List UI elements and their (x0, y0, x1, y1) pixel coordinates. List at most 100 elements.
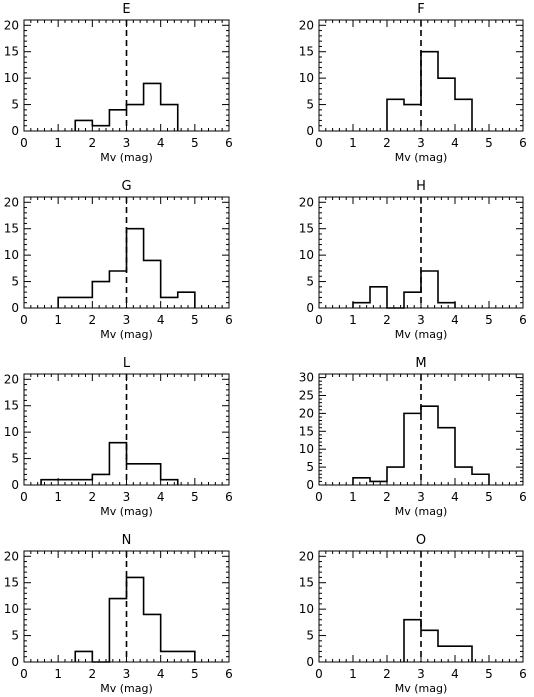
x-tick-label: 2 (89, 313, 97, 327)
x-tick-label: 5 (191, 490, 199, 504)
x-tick-label: 1 (349, 313, 357, 327)
panel-f: 0 1 2 3 4 5 6 0 5 10 15 20 F Mv (mag) (299, 2, 527, 164)
panel-title: H (416, 179, 426, 194)
y-tick-label: 15 (4, 399, 19, 413)
histogram-outline (40, 441, 179, 485)
x-tick-label: 0 (20, 136, 28, 150)
y-tick-label: 15 (299, 576, 314, 590)
y-tick-label: 10 (299, 248, 314, 262)
y-tick-label: 5 (306, 98, 314, 112)
histogram-outline (74, 82, 179, 131)
x-tick-label: 2 (89, 667, 97, 681)
x-tick-label: 2 (89, 136, 97, 150)
y-tick-label: 5 (11, 452, 19, 466)
y-tick-label: 5 (11, 629, 19, 643)
histogram-outline (386, 50, 473, 131)
y-tick-label: 0 (306, 301, 314, 315)
panel-o: 0 1 2 3 4 5 6 0 5 10 15 20 O Mv (mag) (299, 533, 527, 695)
y-tick-label: 5 (11, 275, 19, 289)
histogram-outline (74, 576, 196, 663)
panel-title: M (415, 356, 426, 371)
y-tick-label: 0 (306, 655, 314, 669)
x-axis-label: Mv (mag) (395, 151, 448, 164)
x-tick-label: 3 (417, 313, 425, 327)
y-tick-label: 25 (299, 388, 314, 402)
x-tick-label: 0 (20, 667, 28, 681)
x-tick-label: 3 (123, 667, 131, 681)
x-tick-label: 3 (417, 490, 425, 504)
x-tick-label: 3 (123, 136, 131, 150)
panel-title: L (123, 356, 131, 371)
panel-l: 0 1 2 3 4 5 6 0 5 10 15 20 L Mv (mag) (4, 356, 233, 518)
x-tick-label: 6 (225, 490, 233, 504)
x-tick-label: 0 (315, 313, 323, 327)
x-tick-label: 3 (417, 136, 425, 150)
y-tick-label: 0 (11, 124, 19, 138)
x-tick-label: 6 (519, 136, 527, 150)
histogram-outline (403, 618, 473, 662)
y-tick-label: 30 (299, 371, 314, 385)
y-tick-label: 10 (4, 248, 19, 262)
x-tick-label: 6 (225, 667, 233, 681)
x-tick-label: 5 (191, 136, 199, 150)
panel-h: 0 1 2 3 4 5 6 0 5 10 15 20 H Mv (mag) (299, 179, 527, 341)
y-tick-label: 0 (11, 478, 19, 492)
x-tick-label: 4 (451, 490, 459, 504)
x-tick-label: 0 (20, 313, 28, 327)
y-tick-label: 0 (306, 124, 314, 138)
x-tick-label: 6 (225, 136, 233, 150)
panel-m: 0 1 2 3 4 5 6 0 5 10 15 20 25 30 M Mv (mag) (299, 356, 527, 518)
y-tick-label: 15 (299, 424, 314, 438)
x-tick-label: 1 (54, 136, 62, 150)
x-tick-label: 0 (315, 136, 323, 150)
x-axis-label: Mv (mag) (100, 505, 153, 518)
x-tick-label: 4 (451, 136, 459, 150)
y-tick-label: 0 (306, 478, 314, 492)
y-tick-label: 10 (299, 602, 314, 616)
x-tick-label: 0 (20, 490, 28, 504)
x-tick-label: 0 (315, 490, 323, 504)
x-tick-label: 5 (485, 313, 493, 327)
y-tick-label: 20 (299, 406, 314, 420)
panel-title: O (416, 533, 426, 548)
y-tick-label: 5 (306, 629, 314, 643)
x-tick-label: 5 (485, 136, 493, 150)
x-tick-label: 2 (89, 490, 97, 504)
x-tick-label: 5 (485, 490, 493, 504)
histogram-outline (352, 270, 456, 309)
x-tick-label: 6 (519, 667, 527, 681)
y-tick-label: 15 (299, 45, 314, 59)
x-tick-label: 1 (349, 667, 357, 681)
y-tick-label: 15 (4, 222, 19, 236)
y-tick-label: 5 (11, 98, 19, 112)
y-tick-label: 20 (4, 18, 19, 32)
x-tick-label: 4 (157, 313, 165, 327)
y-tick-label: 20 (299, 549, 314, 563)
y-tick-label: 10 (4, 71, 19, 85)
x-tick-label: 1 (54, 667, 62, 681)
x-tick-label: 2 (383, 490, 391, 504)
panel-title: G (121, 179, 131, 194)
x-tick-label: 5 (191, 313, 199, 327)
x-tick-label: 3 (123, 490, 131, 504)
panel-g: 0 1 2 3 4 5 6 0 5 10 15 20 G Mv (mag) (4, 179, 233, 341)
x-tick-label: 6 (225, 313, 233, 327)
y-tick-label: 10 (299, 71, 314, 85)
y-tick-label: 20 (4, 372, 19, 386)
y-tick-label: 10 (299, 442, 314, 456)
x-tick-label: 4 (157, 667, 165, 681)
y-tick-label: 20 (299, 195, 314, 209)
x-axis-label: Mv (mag) (395, 505, 448, 518)
y-tick-label: 5 (306, 460, 314, 474)
x-tick-label: 1 (349, 136, 357, 150)
x-axis-label: Mv (mag) (395, 682, 448, 695)
x-tick-label: 2 (383, 667, 391, 681)
x-tick-label: 4 (157, 136, 165, 150)
x-tick-label: 2 (383, 136, 391, 150)
y-tick-label: 20 (299, 18, 314, 32)
panel-title: F (417, 2, 424, 17)
y-tick-label: 5 (306, 275, 314, 289)
x-tick-label: 1 (54, 313, 62, 327)
x-tick-label: 4 (451, 667, 459, 681)
